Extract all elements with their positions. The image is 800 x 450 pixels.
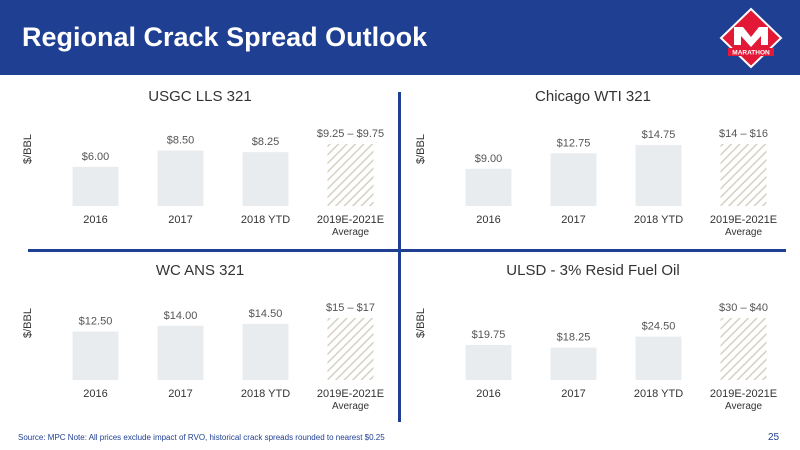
x-tick-label: 2018 YTD bbox=[634, 214, 683, 226]
bar bbox=[157, 325, 204, 380]
x-tick-label: 2016 bbox=[476, 214, 500, 226]
bar-chart: $9.00 2016 $12.75 2017 $14.75 2018 YTD $14 – $… bbox=[465, 128, 777, 238]
bar bbox=[635, 336, 682, 380]
data-label: $14.00 bbox=[164, 310, 198, 322]
bar bbox=[72, 331, 119, 380]
data-label: $6.00 bbox=[82, 151, 110, 163]
marathon-logo: MARATHON bbox=[719, 7, 783, 69]
x-tick-label: 2018 YTD bbox=[241, 388, 290, 400]
data-label: $19.75 bbox=[472, 329, 506, 341]
logo-text: MARATHON bbox=[732, 50, 770, 57]
chart-panel-ulsd-resid: ULSD - 3% Resid Fuel Oil $/BBL $19.75 201… bbox=[413, 262, 777, 417]
projected-bar bbox=[327, 144, 374, 206]
bar bbox=[465, 168, 512, 206]
projected-bar bbox=[720, 144, 767, 206]
x-tick-label: 2016 bbox=[83, 214, 107, 226]
x-tick-label: Average bbox=[332, 401, 370, 412]
bar bbox=[550, 347, 597, 380]
x-tick-label: 2016 bbox=[476, 388, 500, 400]
data-label: $30 – $40 bbox=[719, 302, 768, 314]
x-tick-label: 2018 YTD bbox=[634, 388, 683, 400]
bar bbox=[465, 345, 512, 380]
data-label: $18.25 bbox=[557, 332, 591, 344]
data-label: $14.50 bbox=[249, 308, 283, 320]
data-label: $24.50 bbox=[642, 321, 676, 333]
bar-chart: $19.75 2016 $18.25 2017 $24.50 2018 YTD $30 – … bbox=[465, 302, 777, 412]
bar bbox=[242, 152, 289, 206]
header-bar: Regional Crack Spread Outlook MARATHON bbox=[0, 0, 800, 75]
bar bbox=[242, 323, 289, 380]
x-tick-label: 2017 bbox=[168, 214, 192, 226]
footer-source-note: Source: MPC Note: All prices exclude imp… bbox=[18, 433, 385, 442]
x-tick-label: Average bbox=[725, 227, 763, 238]
chart-panel-chicago-wti: Chicago WTI 321 $/BBL $9.00 2016 $12.75 201… bbox=[413, 88, 777, 243]
x-tick-label: 2016 bbox=[83, 388, 107, 400]
data-label: $14 – $16 bbox=[719, 128, 768, 140]
bar-chart: $12.50 2016 $14.00 2017 $14.50 2018 YTD $15 – … bbox=[72, 302, 384, 412]
chart-title: WC ANS 321 bbox=[155, 262, 245, 279]
data-label: $8.25 bbox=[252, 136, 280, 148]
chart-title: USGC LLS 321 bbox=[148, 88, 252, 105]
page-number: 25 bbox=[768, 432, 780, 443]
data-label: $8.50 bbox=[167, 135, 195, 147]
x-tick-label: 2019E-2021E bbox=[317, 388, 384, 400]
data-label: $12.50 bbox=[79, 316, 113, 328]
x-tick-label: 2017 bbox=[168, 388, 192, 400]
projected-bar bbox=[327, 318, 374, 380]
bar bbox=[635, 145, 682, 206]
projected-bar bbox=[720, 318, 767, 380]
x-tick-label: 2017 bbox=[561, 388, 585, 400]
chart-panel-wc-ans: WC ANS 321 $/BBL $12.50 2016 $14.00 2017 $14… bbox=[20, 262, 384, 417]
chart-title: Chicago WTI 321 bbox=[535, 88, 651, 105]
bar bbox=[72, 166, 119, 206]
data-label: $9.00 bbox=[475, 153, 503, 165]
vertical-divider bbox=[398, 92, 401, 422]
x-tick-label: Average bbox=[332, 227, 370, 238]
data-label: $14.75 bbox=[642, 129, 676, 141]
x-tick-label: Average bbox=[725, 401, 763, 412]
x-tick-label: 2018 YTD bbox=[241, 214, 290, 226]
x-tick-label: 2019E-2021E bbox=[317, 214, 384, 226]
horizontal-divider bbox=[28, 249, 786, 252]
data-label: $12.75 bbox=[557, 137, 591, 149]
chart-title: ULSD - 3% Resid Fuel Oil bbox=[506, 262, 680, 279]
bar-chart: $6.00 2016 $8.50 2017 $8.25 2018 YTD $9.25 – $… bbox=[72, 128, 384, 238]
page-title: Regional Crack Spread Outlook bbox=[22, 22, 428, 52]
chart-panel-usgc-lls: USGC LLS 321 $/BBL $6.00 2016 $8.50 2017 $8.… bbox=[20, 88, 384, 243]
data-label: $15 – $17 bbox=[326, 302, 375, 314]
data-label: $9.25 – $9.75 bbox=[317, 128, 384, 140]
x-tick-label: 2017 bbox=[561, 214, 585, 226]
x-tick-label: 2019E-2021E bbox=[710, 388, 777, 400]
x-tick-label: 2019E-2021E bbox=[710, 214, 777, 226]
bar bbox=[157, 150, 204, 206]
bar bbox=[550, 153, 597, 206]
